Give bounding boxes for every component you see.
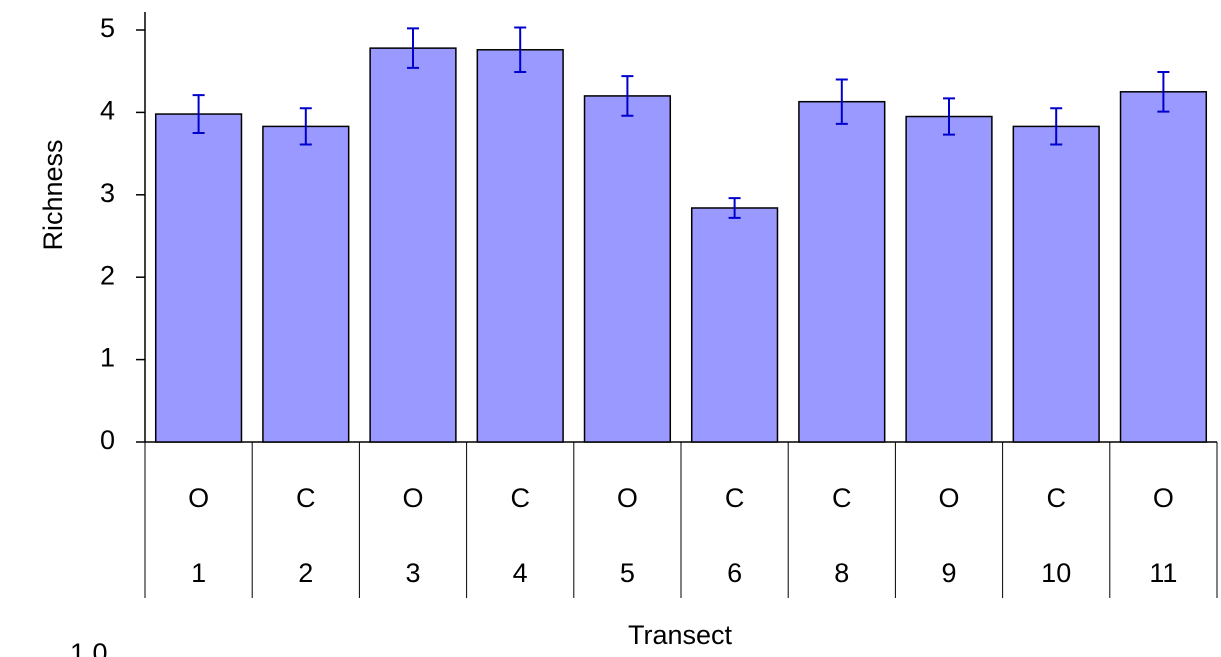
x-tick-label: 10 — [1041, 558, 1071, 588]
x-group-label: O — [188, 483, 209, 513]
x-tick-label: 2 — [298, 558, 313, 588]
x-group-label: C — [832, 483, 852, 513]
bar — [1012, 125, 1100, 443]
x-group-label: C — [510, 483, 530, 513]
x-group-label: C — [725, 483, 745, 513]
error-bar — [621, 75, 634, 117]
x-tick-label: 11 — [1149, 558, 1177, 588]
corner-text: 1.0 — [70, 638, 108, 657]
x-tick-label: 6 — [727, 558, 742, 588]
bar — [476, 49, 564, 443]
error-bar — [1157, 71, 1170, 113]
bar — [369, 47, 457, 443]
error-bar — [943, 97, 955, 136]
bar — [154, 113, 243, 443]
x-group-label: O — [617, 483, 638, 513]
x-tick-label: 8 — [834, 558, 849, 588]
x-axis-title: Transect — [628, 620, 733, 650]
x-tick-label: 9 — [941, 558, 956, 588]
x-group-label: O — [938, 483, 959, 513]
x-group-label: C — [296, 483, 316, 513]
error-bar — [514, 26, 527, 74]
x-tick-label: 1 — [191, 558, 206, 588]
error-bar — [299, 107, 312, 146]
x-tick-label: 4 — [513, 558, 528, 588]
error-bar — [1050, 107, 1063, 146]
y-tick-label: 5 — [100, 13, 115, 43]
y-tick-label: 2 — [100, 260, 115, 290]
x-tick-label: 3 — [405, 558, 420, 588]
x-group-label: O — [402, 483, 423, 513]
x-group-label: O — [1153, 483, 1174, 513]
y-tick-label: 4 — [100, 96, 115, 126]
y-tick-label: 1 — [100, 343, 115, 373]
y-tick-label: 3 — [100, 178, 115, 208]
error-bar — [192, 94, 205, 134]
y-axis-title: Richness — [38, 139, 68, 250]
bar — [1119, 91, 1208, 443]
bar — [690, 207, 779, 443]
error-bar — [728, 197, 741, 219]
bar — [262, 125, 350, 443]
y-tick-label: 0 — [100, 425, 115, 455]
bar — [905, 115, 993, 443]
bar — [583, 95, 672, 443]
x-tick-label: 5 — [620, 558, 635, 588]
bar — [798, 100, 886, 443]
error-bar — [835, 78, 848, 125]
error-bar — [407, 27, 419, 69]
x-group-label: C — [1046, 483, 1066, 513]
